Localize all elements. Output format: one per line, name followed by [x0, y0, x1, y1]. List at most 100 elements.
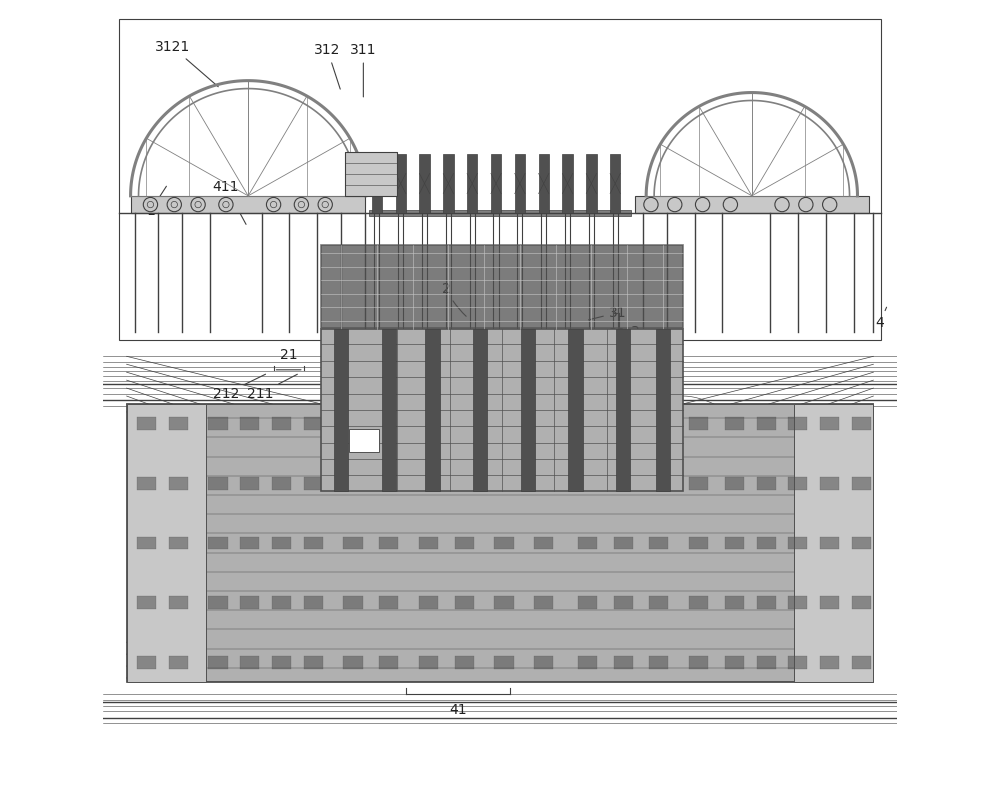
- Bar: [649, 537, 668, 550]
- Bar: [379, 656, 398, 669]
- Bar: [272, 537, 291, 550]
- Bar: [757, 537, 776, 550]
- Bar: [757, 418, 776, 430]
- Text: 212: 212: [213, 374, 266, 401]
- Bar: [455, 418, 474, 430]
- Bar: [443, 154, 454, 214]
- Bar: [137, 418, 156, 430]
- Text: 21: 21: [280, 348, 297, 362]
- Bar: [757, 596, 776, 609]
- Bar: [379, 418, 398, 430]
- Bar: [725, 656, 744, 669]
- Bar: [614, 477, 633, 490]
- Bar: [127, 404, 206, 682]
- Bar: [614, 656, 633, 669]
- Bar: [379, 477, 398, 490]
- Bar: [725, 537, 744, 550]
- Bar: [208, 656, 228, 669]
- Bar: [304, 596, 323, 609]
- Bar: [725, 477, 744, 490]
- Bar: [649, 418, 668, 430]
- Bar: [119, 18, 881, 341]
- Bar: [137, 656, 156, 669]
- Bar: [689, 477, 708, 490]
- Bar: [820, 537, 839, 550]
- Bar: [635, 196, 869, 214]
- Text: 211: 211: [247, 374, 297, 401]
- Bar: [379, 537, 398, 550]
- Bar: [343, 537, 363, 550]
- Bar: [491, 154, 501, 214]
- Text: 41: 41: [449, 703, 467, 718]
- Bar: [455, 477, 474, 490]
- Bar: [788, 418, 807, 430]
- Bar: [240, 418, 259, 430]
- Bar: [578, 537, 597, 550]
- Bar: [788, 596, 807, 609]
- Bar: [304, 477, 323, 490]
- Bar: [578, 596, 597, 609]
- Text: 3121: 3121: [155, 40, 218, 86]
- Bar: [788, 656, 807, 669]
- Bar: [852, 656, 871, 669]
- Bar: [820, 418, 839, 430]
- Bar: [345, 152, 397, 196]
- Text: 3: 3: [631, 326, 640, 339]
- Bar: [343, 596, 363, 609]
- Bar: [240, 596, 259, 609]
- Text: 312: 312: [314, 43, 341, 89]
- Bar: [614, 596, 633, 609]
- Bar: [321, 245, 683, 329]
- Bar: [455, 537, 474, 550]
- Bar: [534, 537, 553, 550]
- Bar: [396, 154, 406, 214]
- Bar: [614, 418, 633, 430]
- Bar: [208, 537, 228, 550]
- Bar: [614, 537, 633, 550]
- Bar: [757, 656, 776, 669]
- Bar: [534, 477, 553, 490]
- Bar: [369, 210, 631, 217]
- Text: 2: 2: [442, 282, 466, 316]
- Bar: [419, 418, 438, 430]
- Bar: [425, 329, 440, 491]
- Bar: [208, 477, 228, 490]
- Text: 413: 413: [398, 662, 424, 675]
- Bar: [494, 596, 514, 609]
- Bar: [616, 329, 630, 491]
- Bar: [208, 418, 228, 430]
- Bar: [379, 596, 398, 609]
- Bar: [689, 596, 708, 609]
- Bar: [534, 656, 553, 669]
- Bar: [343, 418, 363, 430]
- Bar: [586, 154, 597, 214]
- Bar: [725, 596, 744, 609]
- Bar: [304, 656, 323, 669]
- Text: 1: 1: [146, 186, 166, 218]
- Bar: [137, 477, 156, 490]
- Bar: [467, 154, 477, 214]
- Bar: [343, 477, 363, 490]
- Bar: [515, 154, 525, 214]
- Bar: [534, 418, 553, 430]
- Bar: [649, 477, 668, 490]
- Bar: [208, 596, 228, 609]
- Bar: [689, 656, 708, 669]
- Bar: [794, 404, 873, 682]
- Bar: [455, 596, 474, 609]
- Bar: [272, 477, 291, 490]
- Text: 311: 311: [350, 43, 377, 97]
- Bar: [852, 477, 871, 490]
- Bar: [321, 329, 683, 491]
- Bar: [419, 656, 438, 669]
- Bar: [562, 154, 573, 214]
- Bar: [169, 596, 188, 609]
- Bar: [240, 477, 259, 490]
- Text: 31: 31: [588, 306, 626, 320]
- Bar: [343, 656, 363, 669]
- Bar: [304, 537, 323, 550]
- Bar: [240, 537, 259, 550]
- Text: 32: 32: [589, 327, 626, 341]
- Bar: [820, 596, 839, 609]
- Bar: [272, 418, 291, 430]
